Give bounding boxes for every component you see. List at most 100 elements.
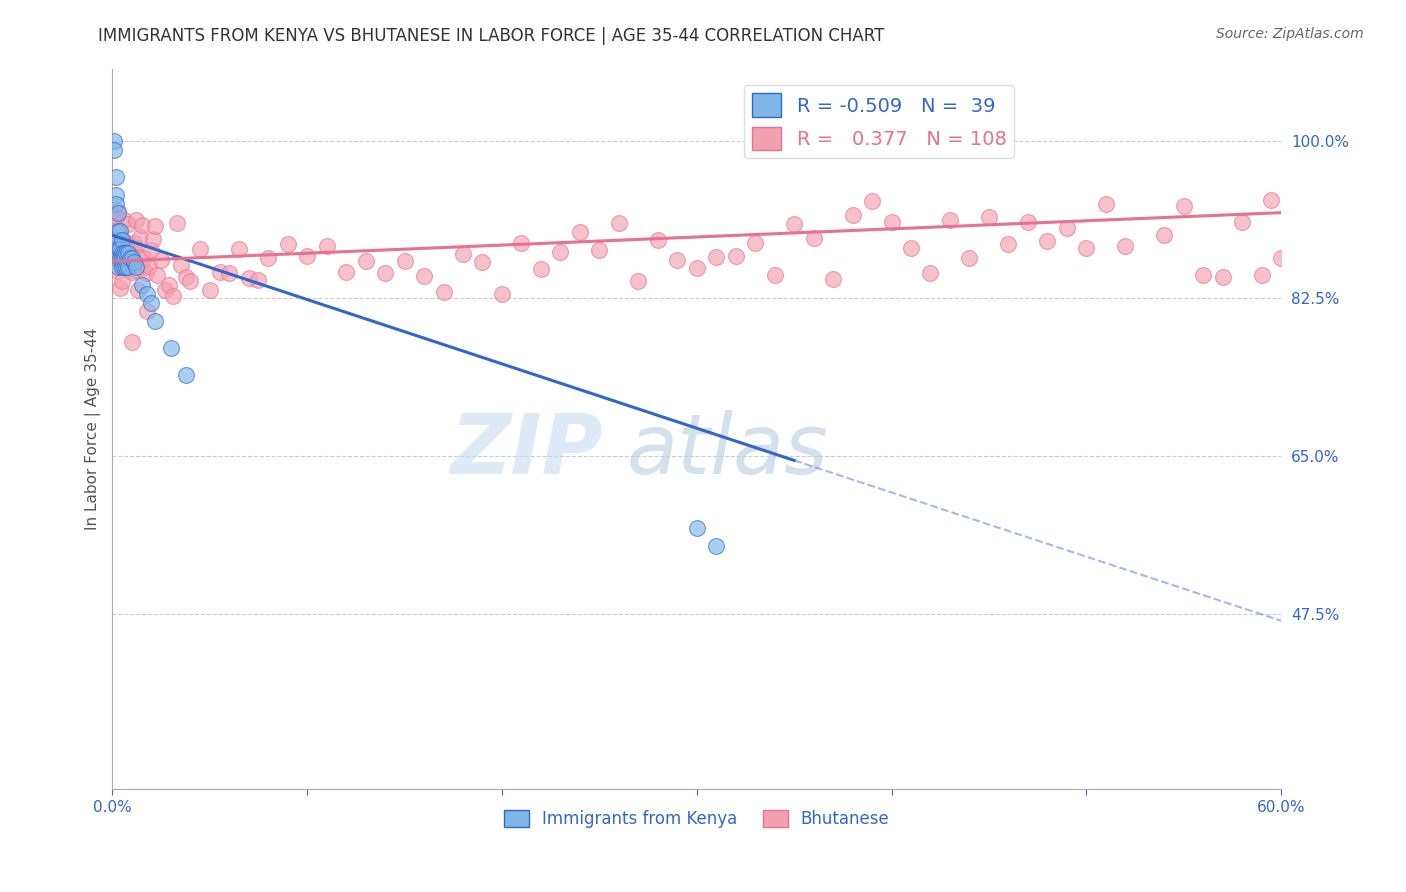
Point: [218, 266, 240, 280]
Point: [432, 285, 454, 299]
Point: [136, 286, 159, 301]
Point: [111, 242, 134, 256]
Point: [127, 284, 149, 298]
Point: [103, 134, 125, 148]
Point: [1173, 199, 1195, 213]
Point: [1230, 215, 1253, 229]
Point: [118, 251, 141, 265]
Point: [823, 272, 845, 286]
Point: [105, 209, 128, 223]
Point: [143, 314, 166, 328]
Point: [686, 521, 709, 535]
Point: [176, 368, 198, 382]
Point: [107, 251, 129, 265]
Point: [153, 283, 176, 297]
Point: [105, 251, 128, 265]
Point: [1289, 254, 1312, 268]
Point: [125, 260, 148, 274]
Point: [1270, 251, 1292, 265]
Point: [112, 234, 135, 248]
Point: [394, 254, 416, 268]
Point: [121, 251, 143, 265]
Point: [115, 260, 138, 274]
Point: [647, 233, 669, 247]
Point: [118, 246, 141, 260]
Point: [115, 246, 138, 260]
Point: [122, 255, 145, 269]
Text: atlas: atlas: [627, 410, 828, 491]
Point: [108, 251, 131, 265]
Point: [1250, 268, 1272, 282]
Point: [105, 169, 128, 184]
Point: [315, 239, 337, 253]
Point: [111, 246, 134, 260]
Point: [105, 187, 128, 202]
Point: [138, 259, 160, 273]
Point: [112, 246, 135, 260]
Point: [920, 266, 942, 280]
Point: [162, 289, 184, 303]
Point: [763, 268, 786, 282]
Point: [117, 246, 139, 260]
Point: [188, 242, 211, 256]
Point: [1076, 242, 1098, 256]
Point: [666, 252, 689, 267]
Point: [491, 287, 513, 301]
Point: [1153, 228, 1175, 243]
Point: [860, 194, 883, 209]
Point: [117, 238, 139, 252]
Point: [247, 273, 270, 287]
Point: [103, 143, 125, 157]
Point: [413, 268, 436, 283]
Point: [1036, 234, 1059, 248]
Point: [103, 242, 125, 256]
Point: [117, 217, 139, 231]
Point: [686, 261, 709, 276]
Point: [169, 258, 191, 272]
Point: [160, 341, 183, 355]
Point: [111, 260, 134, 274]
Point: [783, 217, 806, 231]
Point: [108, 229, 131, 244]
Point: [143, 219, 166, 233]
Point: [136, 304, 159, 318]
Point: [112, 260, 135, 274]
Point: [607, 216, 630, 230]
Point: [131, 277, 153, 292]
Point: [724, 249, 747, 263]
Point: [112, 213, 135, 227]
Point: [704, 250, 727, 264]
Point: [451, 246, 474, 260]
Point: [977, 210, 1000, 224]
Text: IMMIGRANTS FROM KENYA VS BHUTANESE IN LABOR FORCE | AGE 35-44 CORRELATION CHART: IMMIGRANTS FROM KENYA VS BHUTANESE IN LA…: [98, 27, 884, 45]
Point: [335, 265, 357, 279]
Point: [107, 242, 129, 256]
Point: [122, 240, 145, 254]
Point: [744, 235, 766, 250]
Point: [471, 255, 494, 269]
Point: [117, 260, 139, 274]
Point: [105, 242, 128, 256]
Point: [115, 259, 138, 273]
Point: [1212, 270, 1234, 285]
Point: [107, 224, 129, 238]
Point: [103, 206, 125, 220]
Point: [997, 237, 1019, 252]
Text: ZIP: ZIP: [451, 410, 603, 491]
Point: [108, 224, 131, 238]
Point: [939, 213, 962, 227]
Point: [141, 295, 163, 310]
Point: [1260, 194, 1282, 208]
Point: [111, 275, 134, 289]
Point: [550, 245, 572, 260]
Point: [510, 235, 533, 250]
Point: [238, 271, 260, 285]
Point: [277, 236, 299, 251]
Point: [166, 216, 188, 230]
Point: [530, 262, 553, 277]
Point: [142, 232, 165, 246]
Point: [128, 251, 150, 265]
Point: [107, 205, 129, 219]
Point: [125, 263, 148, 277]
Point: [131, 260, 153, 275]
